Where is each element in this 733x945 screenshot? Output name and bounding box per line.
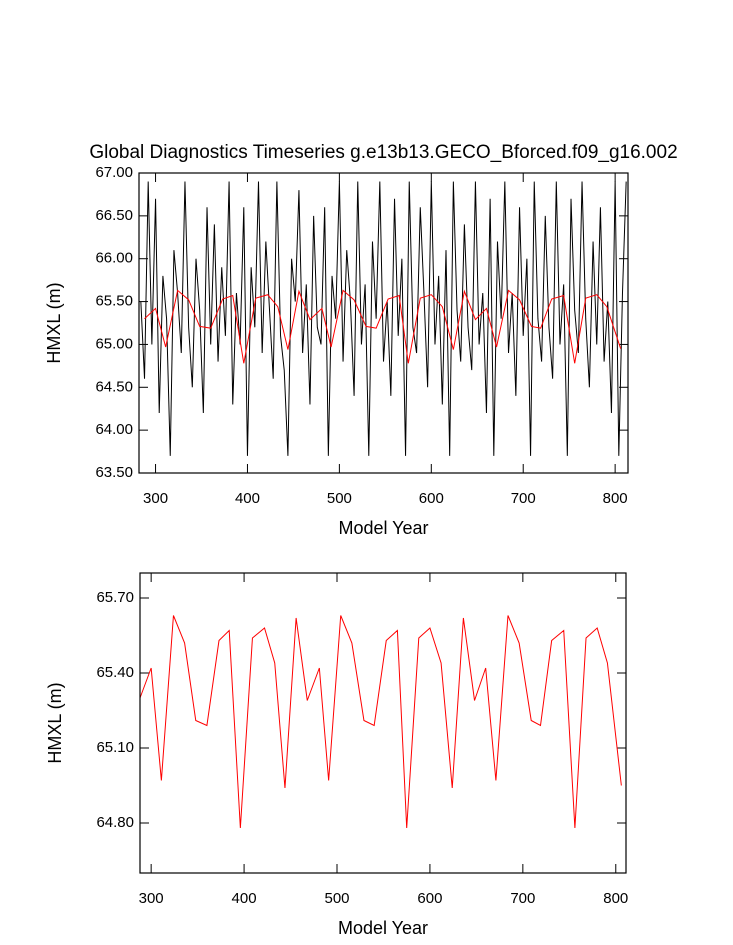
y-tick-label: 64.00 <box>95 421 133 438</box>
x-tick-label: 600 <box>419 490 444 507</box>
y-tick-label: 65.50 <box>95 293 133 310</box>
y-tick-label: 66.50 <box>95 207 133 224</box>
y-tick-label: 64.50 <box>95 378 133 395</box>
plot-frame <box>139 572 627 874</box>
x-tick-label: 600 <box>417 890 442 907</box>
x-tick-label: 400 <box>232 890 257 907</box>
x-tick-label: 800 <box>603 890 628 907</box>
x-tick-label: 300 <box>143 490 168 507</box>
x-tick-label: 400 <box>235 490 260 507</box>
y-tick-label: 64.80 <box>96 814 134 831</box>
y-axis-title: HMXL (m) <box>45 682 65 763</box>
x-axis-title: Model Year <box>338 918 428 938</box>
x-tick-label: 500 <box>327 490 352 507</box>
y-tick-label: 65.00 <box>95 335 133 352</box>
x-tick-label: 700 <box>510 890 535 907</box>
y-tick-label: 65.10 <box>96 739 134 756</box>
chart-title: Global Diagnostics Timeseries g.e13b13.G… <box>89 142 677 163</box>
x-tick-label: 800 <box>603 490 628 507</box>
y-tick-label: 63.50 <box>95 464 133 481</box>
x-axis-title: Model Year <box>338 518 428 538</box>
y-axis-title: HMXL (m) <box>44 282 64 363</box>
x-tick-label: 700 <box>511 490 536 507</box>
y-tick-label: 65.70 <box>96 589 134 606</box>
x-tick-label: 500 <box>324 890 349 907</box>
y-tick-label: 65.40 <box>96 664 134 681</box>
y-tick-label: 67.00 <box>95 164 133 181</box>
plot-frame <box>138 172 629 474</box>
data-line <box>144 289 622 364</box>
x-tick-label: 300 <box>139 890 164 907</box>
data-line <box>140 615 622 829</box>
data-line <box>140 181 627 456</box>
y-tick-label: 66.00 <box>95 250 133 267</box>
